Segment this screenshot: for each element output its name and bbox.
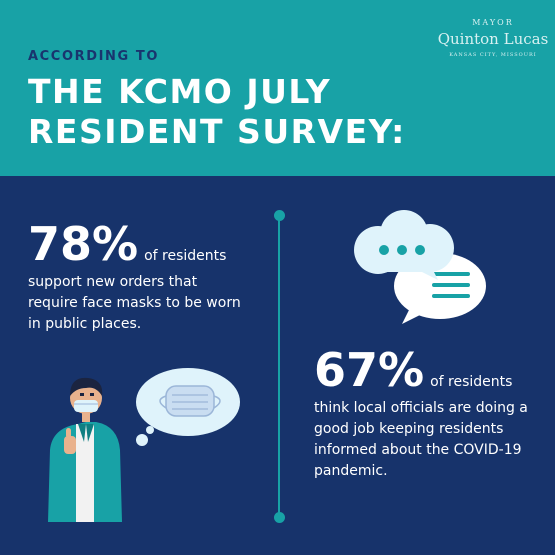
stat-2-inline-text: of residents (430, 374, 513, 390)
divider-top-dot (274, 210, 285, 221)
mayor-city: KANSAS CITY, MISSOURI (449, 52, 537, 58)
stat-1-percent: 78% (28, 217, 139, 271)
face-mask-thought-bubble-icon (136, 368, 240, 446)
stat-2-body: think local officials are doing a good j… (314, 400, 528, 479)
title-line-2: RESIDENT SURVEY: (28, 112, 406, 151)
page-title: THE KCMO JULY RESIDENT SURVEY: (28, 72, 406, 152)
stat-block-2: 67% of residents think local officials ar… (314, 344, 532, 482)
title-line-1: THE KCMO JULY (28, 72, 332, 111)
eyebrow-text: ACCORDING TO (28, 49, 160, 64)
mayor-label: MAYOR (472, 18, 514, 27)
mayor-name: Quinton Lucas (437, 30, 549, 48)
divider-bottom-dot (274, 512, 285, 523)
person-with-mask-icon (48, 368, 240, 522)
stat-1-body: support new orders that require face mas… (28, 274, 241, 332)
stat-block-1: 78% of residents support new orders that … (28, 218, 250, 335)
mayor-logo: MAYOR Quinton Lucas KANSAS CITY, MISSOUR… (435, 18, 551, 58)
stat-2-percent: 67% (314, 343, 425, 397)
chat-bubbles-icon (354, 210, 486, 324)
center-divider (278, 215, 280, 521)
header-banner: ACCORDING TO THE KCMO JULY RESIDENT SURV… (0, 0, 555, 176)
stat-1-inline-text: of residents (144, 248, 227, 264)
